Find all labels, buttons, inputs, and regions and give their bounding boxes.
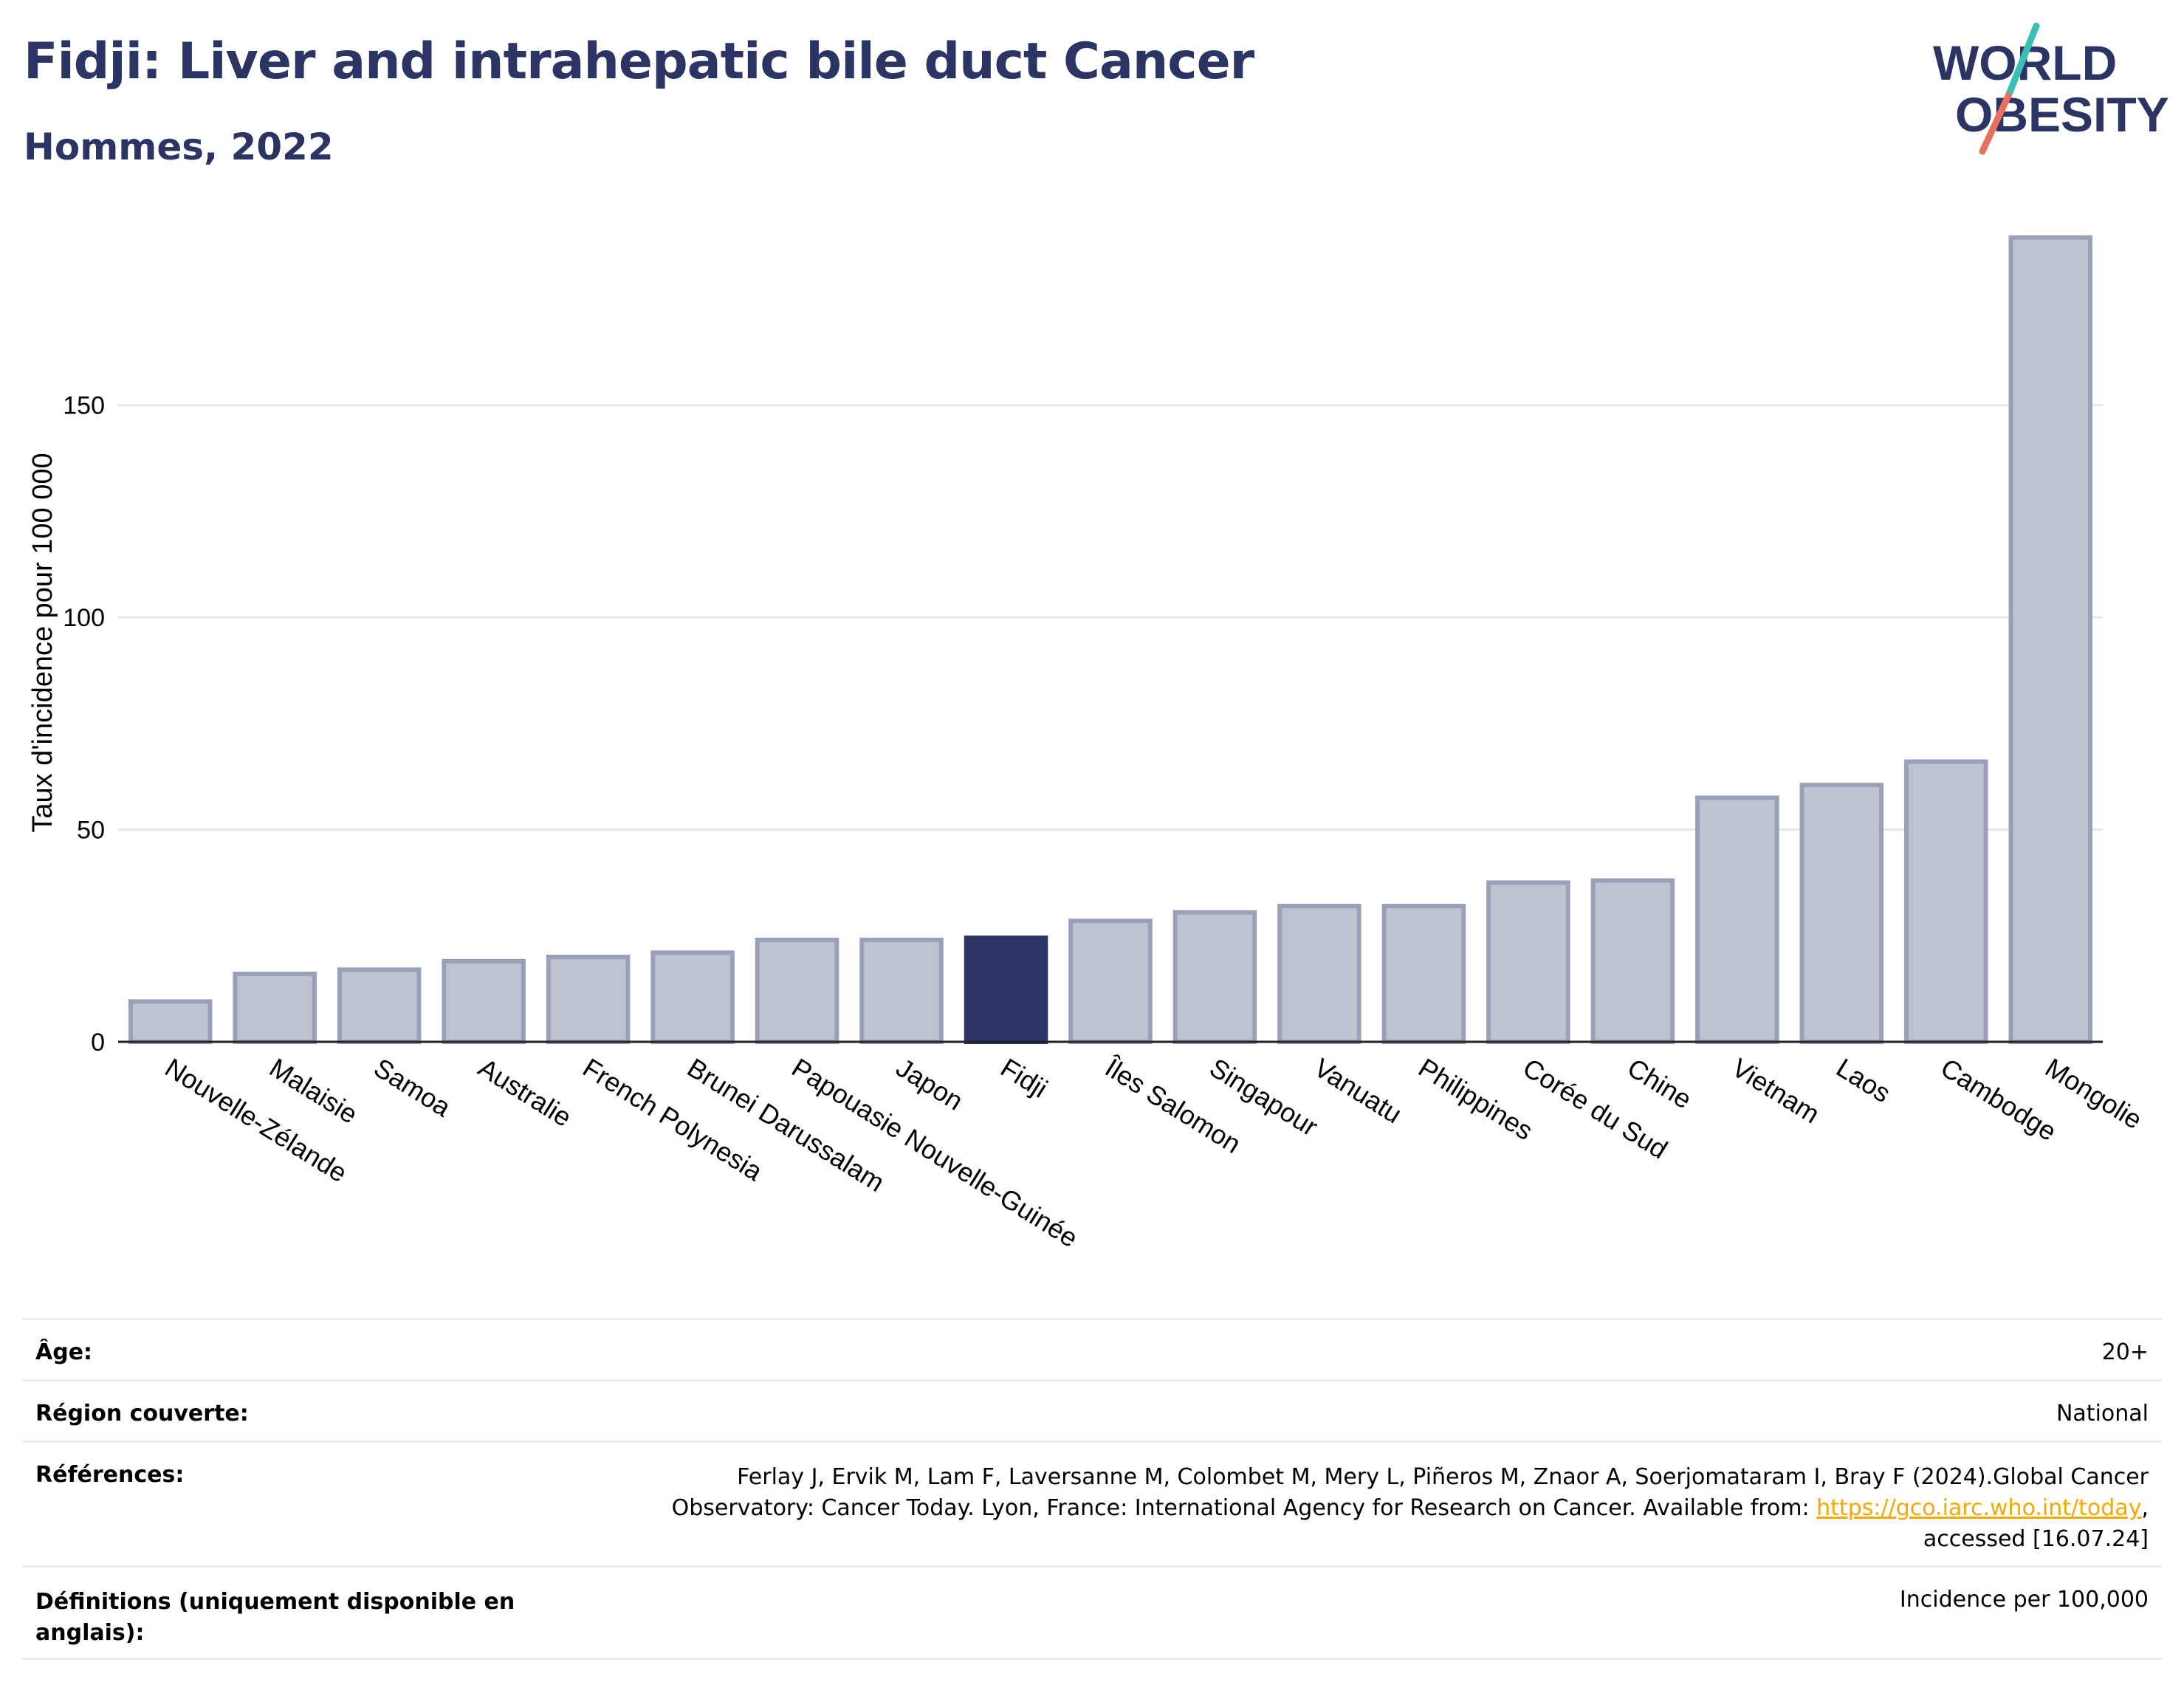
x-tick-label: Cambodge	[1936, 1052, 2062, 1147]
x-tick-label: Philippines	[1413, 1052, 1538, 1146]
x-tick-label: Laos	[1831, 1052, 1896, 1108]
info-row-definitions: Définitions (uniquement disponible en an…	[22, 1565, 2162, 1660]
x-tick-label: Australie	[473, 1052, 577, 1133]
x-tick-label: French Polynesia	[577, 1052, 768, 1187]
info-label: Âge:	[35, 1339, 93, 1365]
bar-samoa	[337, 967, 422, 1045]
info-label: Région couverte:	[35, 1401, 249, 1427]
grid-lines	[118, 404, 2103, 831]
bar-vietnam	[1695, 795, 1779, 1044]
bar-singapour	[1172, 910, 1257, 1044]
x-tick-label: Fidji	[995, 1052, 1053, 1104]
chart-subtitle: Hommes, 2022	[24, 126, 334, 168]
y-tick-label: 0	[91, 1029, 105, 1057]
logo-slash-teal	[2005, 22, 2040, 100]
bar-french-polynesia	[546, 955, 631, 1044]
bar-fidji	[964, 935, 1048, 1044]
bars	[128, 235, 2093, 1045]
x-tick-label: Nouvelle-Zélande	[159, 1052, 352, 1188]
y-tick-label: 100	[63, 604, 105, 632]
x-tick-label: Vietnam	[1727, 1052, 1825, 1129]
info-label-line: Définitions (uniquement disponible en	[35, 1589, 515, 1615]
info-table: Âge: 20+ Région couverte: National Référ…	[22, 1318, 2162, 1660]
bar-papouasie-nouvelle-guin-e	[755, 938, 839, 1044]
info-value: National	[2056, 1401, 2149, 1427]
x-tick-label: Chine	[1622, 1052, 1697, 1115]
x-tick-label: Brunei Darussalam	[682, 1052, 890, 1198]
reference-line: Observatory: Cancer Today. Lyon, France:…	[672, 1493, 2149, 1524]
bar-malaisie	[233, 972, 317, 1044]
chart-title: Fidji: Liver and intrahepatic bile duct …	[24, 32, 1254, 91]
bar-brunei-darussalam	[650, 950, 735, 1045]
bar-mongolie	[2008, 235, 2093, 1045]
y-tick-labels: 0 50 100 150	[63, 392, 105, 1057]
bar-vanuatu	[1277, 904, 1361, 1044]
info-row-references: Références: Ferlay J, Ervik M, Lam F, La…	[22, 1441, 2162, 1565]
x-tick-label: Samoa	[368, 1052, 456, 1123]
info-value: 20+	[2101, 1339, 2149, 1365]
reference-link[interactable]: https://gco.iarc.who.int/today	[1816, 1495, 2142, 1521]
bar-japon	[859, 938, 944, 1044]
bar-nouvelle-z-lande	[128, 999, 213, 1045]
info-label-line: anglais):	[35, 1620, 145, 1646]
bar-australie	[442, 958, 526, 1045]
reference-line: Ferlay J, Ervik M, Lam F, Laversanne M, …	[737, 1464, 2149, 1490]
info-label: Définitions (uniquement disponible en an…	[35, 1587, 515, 1649]
bar-cor-e-du-sud	[1486, 880, 1570, 1045]
y-tick-label: 50	[77, 817, 105, 845]
info-row-region: Région couverte: National	[22, 1379, 2162, 1441]
x-tick-label: Vanuatu	[1309, 1052, 1407, 1129]
y-axis-label: Taux d'incidence pour 100 000	[27, 453, 58, 832]
bar--les-salomon	[1068, 919, 1153, 1044]
info-value: Ferlay J, Ervik M, Lam F, Laversanne M, …	[672, 1462, 2149, 1555]
logo-slash-coral	[1979, 92, 2012, 155]
x-tick-label: Japon	[891, 1052, 969, 1116]
bar-cambodge	[1904, 759, 1988, 1044]
info-row-age: Âge: 20+	[22, 1318, 2162, 1379]
bar-chine	[1590, 878, 1675, 1044]
info-label: Références:	[35, 1462, 185, 1488]
reference-text: Observatory: Cancer Today. Lyon, France:…	[671, 1495, 1817, 1521]
reference-line: accessed [16.07.24]	[1923, 1526, 2149, 1552]
world-obesity-logo: WORLD OBESITY	[1933, 22, 2169, 155]
bar-philippines	[1381, 904, 1466, 1044]
y-tick-label: 150	[63, 392, 105, 420]
info-value: Incidence per 100,000	[1899, 1587, 2149, 1613]
reference-link-suffix: ,	[2141, 1495, 2149, 1521]
bar-laos	[1799, 783, 1884, 1044]
